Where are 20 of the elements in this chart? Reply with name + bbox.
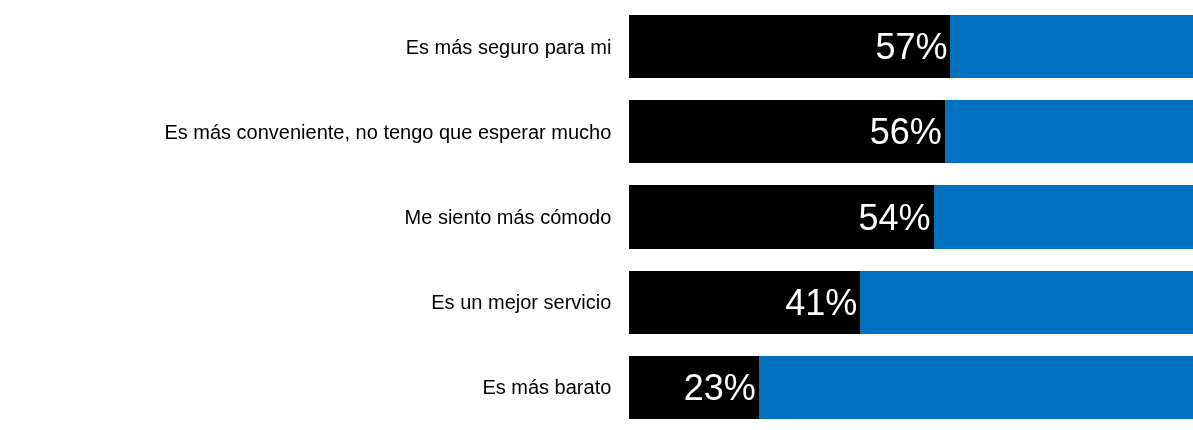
bar <box>933 185 1193 249</box>
bar <box>944 100 1193 164</box>
data-label: 41% <box>785 281 858 323</box>
y-tick-label: Es más seguro para mi <box>405 35 628 58</box>
y-tick-label: Es un mejor servicio <box>431 291 628 314</box>
bar <box>629 15 951 79</box>
bar <box>629 185 934 249</box>
data-label: 23% <box>683 366 756 408</box>
bar <box>950 15 1193 79</box>
bar <box>758 355 1193 419</box>
data-label: 54% <box>858 196 931 238</box>
y-tick-label: Es más barato <box>482 376 628 399</box>
bar <box>629 355 759 419</box>
bar <box>860 270 1193 334</box>
data-label: 57% <box>875 26 948 68</box>
bar <box>629 270 861 334</box>
y-tick-label: Es más conveniente, no tengo que esperar mucho <box>164 120 628 143</box>
bar <box>629 100 945 164</box>
y-tick-label: Me siento más cómodo <box>404 206 628 228</box>
data-label: 56% <box>869 111 942 153</box>
